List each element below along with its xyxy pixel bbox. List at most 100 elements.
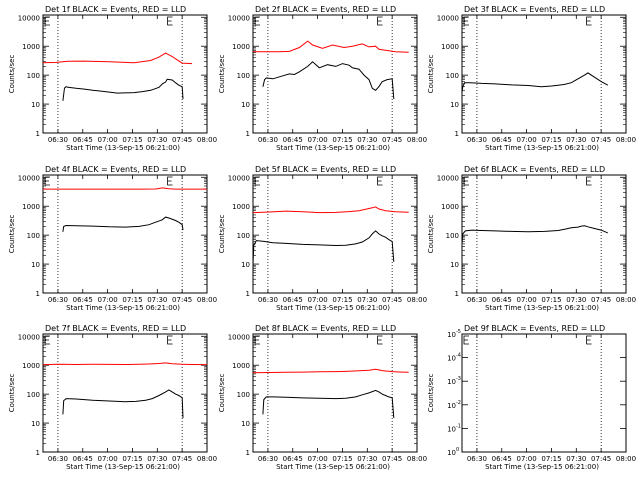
chart-title: Det 7f BLACK = Events, RED = LLD	[45, 324, 186, 333]
x-tick-label: 06:30	[48, 136, 68, 144]
y-tick-label: 1	[455, 290, 459, 298]
chart-title: Det 8f BLACK = Events, RED = LLD	[255, 324, 396, 333]
x-tick-label: 06:45	[73, 136, 93, 144]
y-tick-label: 10	[31, 261, 40, 269]
flag-marker	[44, 335, 50, 345]
y-tick-label: 1	[246, 290, 250, 298]
y-axis-label: Counts/sec	[218, 55, 226, 94]
x-tick-label: 08:00	[616, 455, 636, 463]
x-tick-label: 06:45	[73, 455, 93, 463]
x-tick-label: 07:30	[357, 455, 377, 463]
x-tick-label: 07:00	[308, 296, 328, 304]
y-tick-label: 100	[446, 72, 459, 80]
chart-title: Det 1f BLACK = Events, RED = LLD	[45, 5, 186, 14]
x-tick-label: 06:30	[258, 136, 278, 144]
x-tick-label: 08:00	[197, 136, 217, 144]
y-tick-label: 10	[450, 101, 459, 109]
x-axis-label: Start Time (13-Sep-15 06:21:00)	[276, 463, 390, 471]
x-tick-label: 07:45	[591, 455, 611, 463]
x-tick-label: 07:00	[98, 136, 118, 144]
plot-frame	[461, 174, 627, 294]
series-line-black	[62, 389, 184, 419]
y-tick-label: 10	[450, 261, 459, 269]
x-axis-label: Start Time (13-Sep-15 06:21:00)	[276, 304, 390, 312]
chart-7: Det 7f BLACK = Events, RED = LLD 06:30 06:…	[8, 324, 217, 471]
y-tick-label: 10	[447, 425, 456, 433]
x-tick-label: 08:00	[407, 296, 427, 304]
y-tick-label: 1000	[441, 43, 459, 51]
series-line-red	[252, 368, 409, 374]
x-axis-label: Start Time (13-Sep-15 06:21:00)	[485, 304, 599, 312]
y-tick-label: 100	[27, 391, 40, 399]
x-tick-label: 07:30	[357, 136, 377, 144]
plot-frame	[42, 333, 208, 453]
x-tick-label: 07:15	[541, 136, 561, 144]
chart-8: Det 8f BLACK = Events, RED = LLD 06:30 06:…	[218, 324, 427, 471]
x-tick-label: 06:45	[73, 296, 93, 304]
x-tick-label: 07:30	[147, 136, 167, 144]
flag-marker	[44, 176, 50, 186]
y-tick-label: 1000	[22, 43, 40, 51]
y-tick-exponent: -5	[456, 329, 461, 335]
series-line-red	[42, 52, 193, 65]
x-tick-label: 07:30	[566, 296, 586, 304]
x-tick-label: 07:45	[172, 136, 192, 144]
series-line-black	[262, 61, 395, 100]
y-tick-label: 1000	[232, 203, 250, 211]
y-tick-label: 10000	[18, 333, 40, 341]
chart-5: Det 5f BLACK = Events, RED = LLD 06:30 06:…	[218, 165, 427, 312]
x-tick-label: 06:45	[283, 455, 303, 463]
series-line-black	[252, 230, 395, 265]
y-tick-label: 10000	[228, 14, 250, 22]
flag-marker	[44, 16, 50, 26]
y-tick-label: 10	[447, 378, 456, 386]
plot-frame	[42, 174, 208, 294]
x-axis-label: Start Time (13-Sep-15 06:21:00)	[485, 463, 599, 471]
y-tick-label: 100	[27, 232, 40, 240]
chart-9: Det 9f BLACK = Events, RED = LLD 06:30 06:…	[427, 324, 636, 471]
flag-marker	[167, 176, 173, 186]
chart-4: Det 4f BLACK = Events, RED = LLD 06:30 06:…	[8, 165, 217, 312]
plot-frame	[252, 14, 418, 134]
x-tick-label: 06:45	[492, 296, 512, 304]
y-tick-label: 100	[237, 391, 250, 399]
x-axis-label: Start Time (13-Sep-15 06:21:00)	[485, 144, 599, 152]
y-tick-label: 100	[27, 72, 40, 80]
x-tick-label: 06:30	[467, 455, 487, 463]
series-line-black	[62, 78, 184, 101]
series-line-black	[461, 72, 609, 93]
chart-3: Det 3f BLACK = Events, RED = LLD 06:30 06:…	[427, 5, 636, 152]
x-tick-label: 07:15	[541, 296, 561, 304]
plot-frame	[461, 333, 627, 453]
chart-1: Det 1f BLACK = Events, RED = LLD 06:30 06:…	[8, 5, 217, 152]
series-line-red	[252, 206, 409, 214]
x-tick-label: 06:30	[258, 455, 278, 463]
series-line-red	[43, 187, 207, 190]
y-tick-label: 10	[241, 101, 250, 109]
y-tick-label: 10000	[18, 14, 40, 22]
y-tick-label: 1	[36, 290, 40, 298]
y-tick-label: 1	[246, 130, 250, 138]
y-tick-exponent: -1	[456, 423, 461, 429]
y-tick-label: 10000	[437, 174, 459, 182]
x-tick-label: 07:15	[122, 296, 142, 304]
y-tick-exponent: -2	[456, 400, 461, 406]
y-axis-label: Counts/sec	[218, 215, 226, 254]
y-tick-label: 1000	[441, 203, 459, 211]
chart-6: Det 6f BLACK = Events, RED = LLD 06:30 06:…	[427, 165, 636, 312]
y-tick-label: 1	[36, 130, 40, 138]
x-tick-label: 06:45	[492, 455, 512, 463]
y-axis-label: Counts/sec	[427, 55, 435, 94]
plot-frame	[42, 14, 208, 134]
y-tick-label: 10	[31, 420, 40, 428]
flag-marker	[377, 16, 383, 26]
flag-marker	[377, 335, 383, 345]
y-axis-label: Counts/sec	[218, 374, 226, 413]
y-tick-exponent: -4	[456, 353, 461, 359]
x-tick-label: 07:45	[172, 455, 192, 463]
flag-marker	[377, 176, 383, 186]
chart-title: Det 3f BLACK = Events, RED = LLD	[464, 5, 605, 14]
y-tick-label: 10000	[437, 14, 459, 22]
x-tick-label: 08:00	[616, 296, 636, 304]
